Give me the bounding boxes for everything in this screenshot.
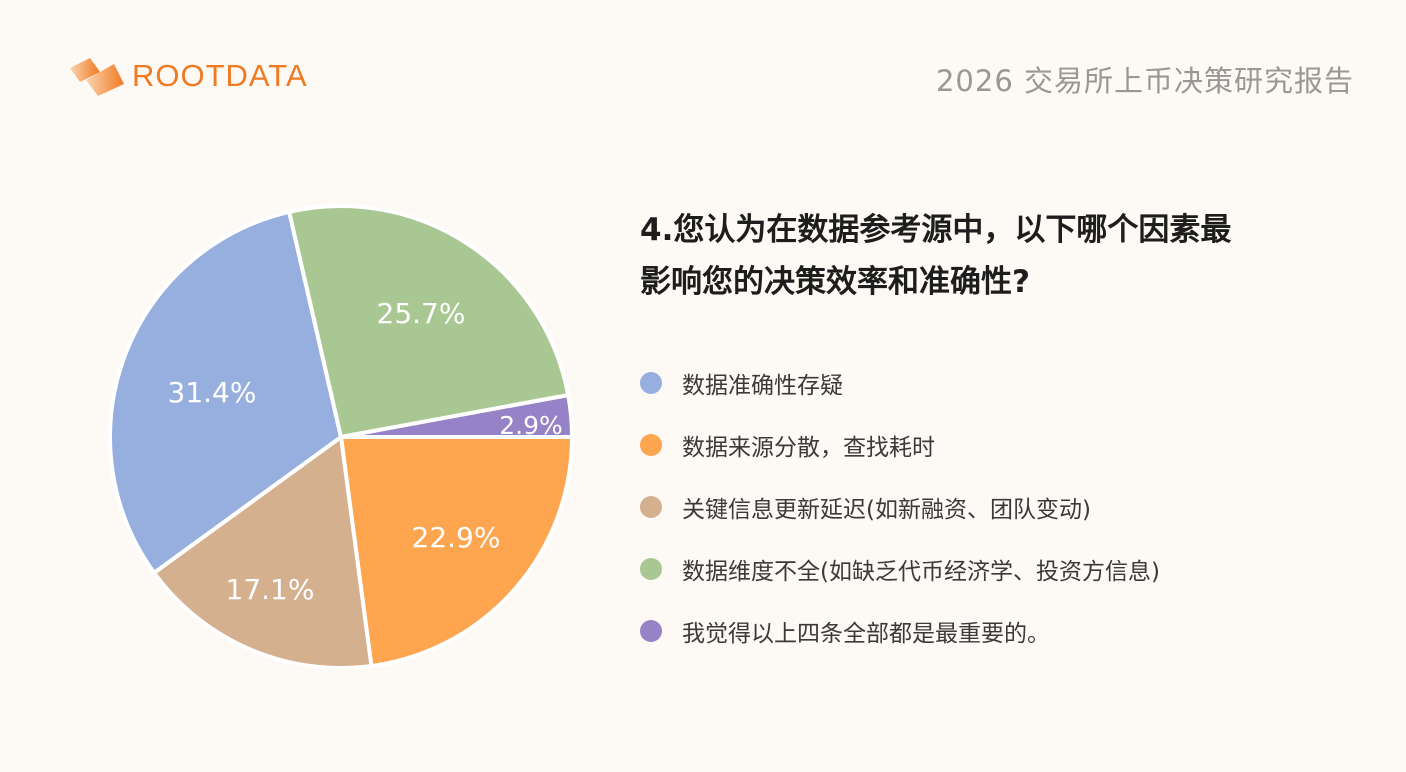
legend-dot-icon xyxy=(640,558,662,580)
legend-dot-icon xyxy=(640,434,662,456)
pie-chart: 31.4% 25.7% 2.9% 22.9% 17.1% xyxy=(100,196,582,678)
report-title: 2026 交易所上币决策研究报告 xyxy=(935,64,1354,98)
legend-item: 数据准确性存疑 xyxy=(640,352,1160,414)
pie-slice-purple xyxy=(340,392,575,439)
legend-dot-icon xyxy=(640,372,662,394)
question-line-1: 4.您认为在数据参考源中，以下哪个因素最 xyxy=(640,212,1232,248)
slice-label-purple: 2.9% xyxy=(499,411,563,440)
legend-item: 数据来源分散，查找耗时 xyxy=(640,414,1160,476)
chart-legend: 数据准确性存疑 数据来源分散，查找耗时 关键信息更新延迟(如新融资、团队变动) … xyxy=(640,352,1160,662)
slice-label-tan: 17.1% xyxy=(226,573,315,606)
slice-label-green: 25.7% xyxy=(377,297,466,330)
pie-slice-tan xyxy=(151,433,374,670)
legend-label: 数据来源分散，查找耗时 xyxy=(682,435,935,461)
legend-label: 数据准确性存疑 xyxy=(682,373,843,399)
rootdata-logo-icon xyxy=(70,58,124,96)
legend-item: 关键信息更新延迟(如新融资、团队变动) xyxy=(640,476,1160,538)
logo-text: ROOTDATA xyxy=(132,58,308,93)
slice-label-orange: 22.9% xyxy=(412,521,501,554)
legend-label: 我觉得以上四条全部都是最重要的。 xyxy=(682,621,1050,647)
legend-dot-icon xyxy=(640,620,662,642)
legend-item: 数据维度不全(如缺乏代币经济学、投资方信息) xyxy=(640,538,1160,600)
pie-slice-green xyxy=(286,204,571,440)
question-title: 4.您认为在数据参考源中，以下哪个因素最 影响您的决策效率和准确性? xyxy=(640,204,1360,308)
pie-slice-orange xyxy=(338,435,575,669)
slice-label-blue: 31.4% xyxy=(168,376,257,409)
legend-label: 关键信息更新延迟(如新融资、团队变动) xyxy=(682,497,1091,523)
pie-chart-svg: 31.4% 25.7% 2.9% 22.9% 17.1% xyxy=(108,204,575,670)
rootdata-logo: ROOTDATA xyxy=(66,54,308,98)
question-line-2: 影响您的决策效率和准确性? xyxy=(640,264,1030,300)
pie-slice-blue xyxy=(108,209,344,576)
legend-label: 数据维度不全(如缺乏代币经济学、投资方信息) xyxy=(682,559,1160,585)
legend-item: 我觉得以上四条全部都是最重要的。 xyxy=(640,600,1160,662)
legend-dot-icon xyxy=(640,496,662,518)
